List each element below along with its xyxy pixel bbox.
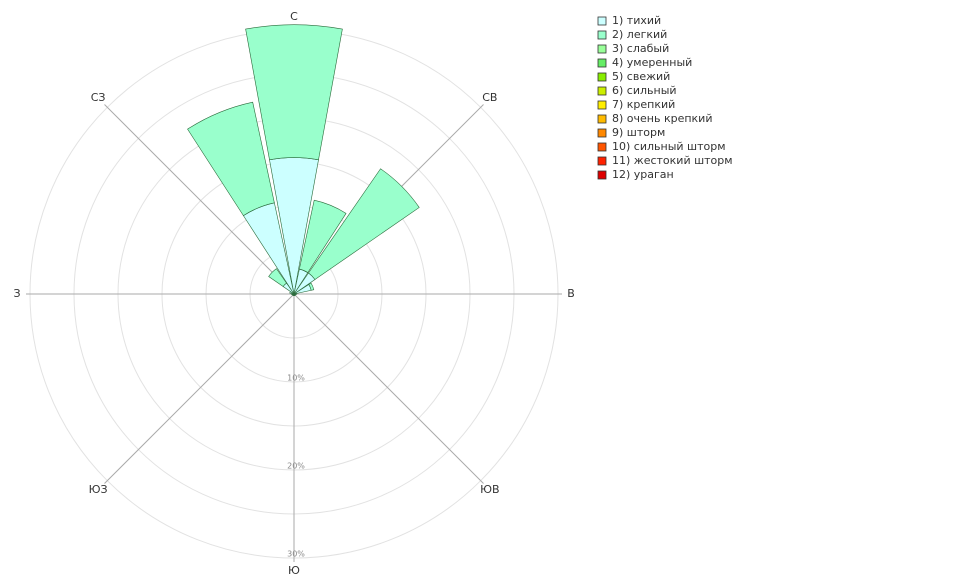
wind-sector [299, 199, 347, 273]
legend-swatch [597, 44, 607, 54]
direction-label: З [13, 287, 20, 300]
spoke [104, 293, 295, 484]
legend-label: 12) ураган [612, 168, 674, 181]
legend-swatch [597, 86, 607, 96]
wind-sector [187, 101, 275, 217]
wind-sector [308, 168, 420, 280]
r-tick-label: 30% [287, 550, 305, 559]
legend-label: 3) слабый [612, 42, 669, 55]
legend-swatch [597, 142, 607, 152]
legend-label: 1) тихий [612, 14, 661, 27]
legend-swatch [597, 16, 607, 26]
legend-label: 8) очень крепкий [612, 112, 712, 125]
legend-label: 6) сильный [612, 84, 677, 97]
legend-swatch [597, 170, 607, 180]
spoke [104, 104, 295, 295]
wind-sector [268, 268, 287, 287]
direction-label: ЮЗ [89, 483, 108, 496]
wind-sector [245, 24, 343, 161]
legend-label: 5) свежий [612, 70, 670, 83]
legend-label: 2) легкий [612, 28, 667, 41]
wind-sector [308, 282, 315, 291]
legend-label: 4) умеренный [612, 56, 692, 69]
direction-label: ЮВ [480, 483, 499, 496]
legend-label: 7) крепкий [612, 98, 675, 111]
legend-swatch [597, 114, 607, 124]
legend-label: 11) жестокий шторм [612, 154, 733, 167]
direction-label: Ю [288, 564, 300, 577]
direction-label: С [290, 10, 298, 23]
r-tick-label: 20% [287, 462, 305, 471]
legend-swatch [597, 30, 607, 40]
direction-label: СВ [482, 91, 497, 104]
spoke [293, 293, 484, 484]
legend-label: 9) шторм [612, 126, 665, 139]
legend-swatch [597, 128, 607, 138]
r-tick-label: 10% [287, 374, 305, 383]
direction-label: В [567, 287, 575, 300]
legend-label: 10) сильный шторм [612, 140, 726, 153]
legend-swatch [597, 156, 607, 166]
legend-swatch [597, 58, 607, 68]
direction-label: СЗ [91, 91, 106, 104]
legend-swatch [597, 72, 607, 82]
legend-swatch [597, 100, 607, 110]
